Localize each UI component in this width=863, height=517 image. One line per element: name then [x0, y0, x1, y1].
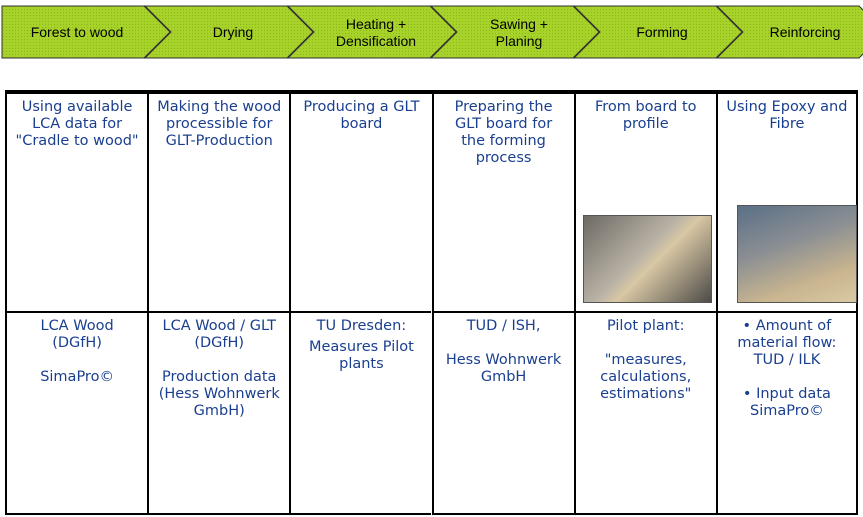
table-cell: Preparing the GLT board for the forming …: [431, 94, 574, 313]
cell-paragraph: Pilot plant:: [606, 318, 685, 334]
table-cell: TU Dresden: Measures Pilot plants: [289, 313, 432, 515]
table-cell: Using Epoxy and Fibre: [715, 94, 858, 313]
process-chevrons: Forest to wood Drying Heating + Densificati…: [1, 5, 863, 59]
cell-paragraph: Hess Wohnwerk GmbH: [445, 352, 562, 385]
cell-paragraph: • Amount of material flow: TUD / ILK: [737, 318, 837, 368]
chevron: [429, 5, 600, 59]
step-label: Drying: [213, 24, 253, 40]
table-cell: Making the wood processible for GLT-Prod…: [147, 94, 290, 313]
cell-paragraph: "measures, calculations, estimations": [600, 352, 692, 402]
chevron: [715, 5, 863, 59]
reinforcing-photo: [737, 205, 857, 303]
table-cell: • Amount of material flow: TUD / ILK • In…: [715, 313, 858, 515]
chevron: [1, 5, 171, 59]
step-label: Forming: [636, 24, 687, 40]
cell-paragraph: • Input data SimaPro©: [742, 386, 831, 419]
step-label: Reinforcing: [770, 24, 841, 40]
data-table: Using available LCA data for "Cradle to …: [5, 90, 858, 515]
step-label: Forest to wood: [31, 24, 124, 40]
step-label: Sawing + Planing: [490, 16, 548, 49]
cell-paragraph: LCA Wood (DGfH): [40, 318, 114, 351]
cell-paragraph: TUD / ISH,: [466, 318, 541, 334]
cell-paragraph: LCA Wood / GLT (DGfH): [162, 318, 276, 351]
cell-paragraph: Measures Pilot plants: [308, 339, 414, 372]
table-cell: LCA Wood (DGfH) SimaPro©: [5, 313, 148, 515]
chevron: [143, 5, 314, 59]
table-cell: LCA Wood / GLT (DGfH) Production data (He…: [147, 313, 290, 515]
step-label: Heating + Densification: [336, 16, 416, 49]
forming-photo: [583, 215, 712, 303]
cell-paragraph: TU Dresden:: [316, 318, 407, 334]
chevron: [572, 5, 743, 59]
table-cell: Pilot plant: "measures, calculations, est…: [573, 313, 716, 515]
chevron: [286, 5, 457, 59]
cell-paragraph: Production data (Hess Wohnwerk GmbH): [158, 369, 280, 419]
table-cell: TUD / ISH, Hess Wohnwerk GmbH: [431, 313, 574, 515]
cell-paragraph: SimaPro©: [40, 369, 114, 385]
table-cell: Producing a GLT board: [289, 94, 432, 313]
table-cell: Using available LCA data for "Cradle to …: [5, 94, 148, 313]
table-cell: From board to profile: [573, 94, 716, 313]
